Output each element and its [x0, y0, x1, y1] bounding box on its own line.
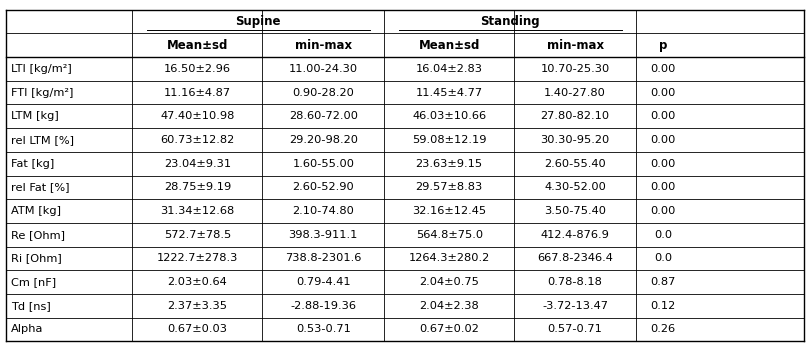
- Text: 30.30-95.20: 30.30-95.20: [540, 135, 610, 145]
- Text: 2.03±0.64: 2.03±0.64: [168, 277, 228, 287]
- Text: FTI [kg/m²]: FTI [kg/m²]: [11, 88, 74, 98]
- Text: 4.30-52.00: 4.30-52.00: [544, 182, 606, 192]
- Text: 0.79-4.41: 0.79-4.41: [296, 277, 351, 287]
- Text: 572.7±78.5: 572.7±78.5: [164, 230, 231, 240]
- Text: 0.0: 0.0: [654, 230, 672, 240]
- Text: p: p: [659, 39, 667, 52]
- Text: 2.60-55.40: 2.60-55.40: [544, 159, 606, 169]
- Text: 29.20-98.20: 29.20-98.20: [289, 135, 358, 145]
- Text: 11.00-24.30: 11.00-24.30: [288, 64, 358, 74]
- Text: 31.34±12.68: 31.34±12.68: [160, 206, 235, 216]
- Text: 11.16±4.87: 11.16±4.87: [164, 88, 231, 98]
- Text: 738.8-2301.6: 738.8-2301.6: [285, 253, 361, 263]
- Text: 1.40-27.80: 1.40-27.80: [544, 88, 606, 98]
- Text: 398.3-911.1: 398.3-911.1: [288, 230, 358, 240]
- Text: 29.57±8.83: 29.57±8.83: [416, 182, 483, 192]
- Text: -2.88-19.36: -2.88-19.36: [290, 301, 356, 311]
- Text: 0.00: 0.00: [650, 135, 676, 145]
- Text: Fat [kg]: Fat [kg]: [11, 159, 54, 169]
- Text: Cm [nF]: Cm [nF]: [11, 277, 57, 287]
- Text: 0.00: 0.00: [650, 111, 676, 121]
- Text: 2.04±0.75: 2.04±0.75: [420, 277, 480, 287]
- Text: 0.0: 0.0: [654, 253, 672, 263]
- Text: Re [Ohm]: Re [Ohm]: [11, 230, 66, 240]
- Text: 0.00: 0.00: [650, 206, 676, 216]
- Text: 0.53-0.71: 0.53-0.71: [296, 324, 351, 335]
- Text: 0.00: 0.00: [650, 159, 676, 169]
- Text: 0.00: 0.00: [650, 88, 676, 98]
- Text: 2.10-74.80: 2.10-74.80: [292, 206, 354, 216]
- Text: 16.04±2.83: 16.04±2.83: [416, 64, 483, 74]
- Text: min-max: min-max: [547, 39, 603, 52]
- Text: Mean±sd: Mean±sd: [167, 39, 228, 52]
- Text: 1222.7±278.3: 1222.7±278.3: [156, 253, 238, 263]
- Text: 0.00: 0.00: [650, 182, 676, 192]
- Text: 2.04±2.38: 2.04±2.38: [420, 301, 479, 311]
- Text: Mean±sd: Mean±sd: [419, 39, 480, 52]
- Text: 47.40±10.98: 47.40±10.98: [160, 111, 235, 121]
- Text: 11.45±4.77: 11.45±4.77: [416, 88, 483, 98]
- Text: Standing: Standing: [480, 15, 540, 28]
- Text: 0.90-28.20: 0.90-28.20: [292, 88, 354, 98]
- Text: LTI [kg/m²]: LTI [kg/m²]: [11, 64, 72, 74]
- Text: 16.50±2.96: 16.50±2.96: [164, 64, 231, 74]
- Text: 0.87: 0.87: [650, 277, 676, 287]
- Text: min-max: min-max: [295, 39, 352, 52]
- Text: 1.60-55.00: 1.60-55.00: [292, 159, 354, 169]
- Text: 10.70-25.30: 10.70-25.30: [540, 64, 610, 74]
- Text: rel LTM [%]: rel LTM [%]: [11, 135, 75, 145]
- Text: Ri [Ohm]: Ri [Ohm]: [11, 253, 62, 263]
- Text: -3.72-13.47: -3.72-13.47: [542, 301, 608, 311]
- Text: 28.60-72.00: 28.60-72.00: [289, 111, 358, 121]
- Text: ATM [kg]: ATM [kg]: [11, 206, 62, 216]
- Text: 46.03±10.66: 46.03±10.66: [412, 111, 486, 121]
- Text: 27.80-82.10: 27.80-82.10: [540, 111, 610, 121]
- Text: 1264.3±280.2: 1264.3±280.2: [408, 253, 490, 263]
- Text: Td [ns]: Td [ns]: [11, 301, 51, 311]
- Text: 23.63±9.15: 23.63±9.15: [416, 159, 483, 169]
- Text: 0.78-8.18: 0.78-8.18: [548, 277, 603, 287]
- Text: 0.12: 0.12: [650, 301, 676, 311]
- Text: 0.26: 0.26: [650, 324, 676, 335]
- Text: 60.73±12.82: 60.73±12.82: [160, 135, 235, 145]
- Text: 0.67±0.02: 0.67±0.02: [420, 324, 480, 335]
- Text: 59.08±12.19: 59.08±12.19: [412, 135, 487, 145]
- Text: 667.8-2346.4: 667.8-2346.4: [537, 253, 613, 263]
- Text: 28.75±9.19: 28.75±9.19: [164, 182, 231, 192]
- Text: Supine: Supine: [236, 15, 281, 28]
- Text: 32.16±12.45: 32.16±12.45: [412, 206, 486, 216]
- Text: rel Fat [%]: rel Fat [%]: [11, 182, 70, 192]
- Text: 0.67±0.03: 0.67±0.03: [168, 324, 228, 335]
- Text: 564.8±75.0: 564.8±75.0: [416, 230, 483, 240]
- Text: 412.4-876.9: 412.4-876.9: [541, 230, 610, 240]
- Text: 2.37±3.35: 2.37±3.35: [168, 301, 228, 311]
- Text: 23.04±9.31: 23.04±9.31: [164, 159, 231, 169]
- Text: 2.60-52.90: 2.60-52.90: [292, 182, 354, 192]
- Text: 0.57-0.71: 0.57-0.71: [548, 324, 603, 335]
- Text: LTM [kg]: LTM [kg]: [11, 111, 59, 121]
- Text: 3.50-75.40: 3.50-75.40: [544, 206, 606, 216]
- Text: 0.00: 0.00: [650, 64, 676, 74]
- Text: Alpha: Alpha: [11, 324, 44, 335]
